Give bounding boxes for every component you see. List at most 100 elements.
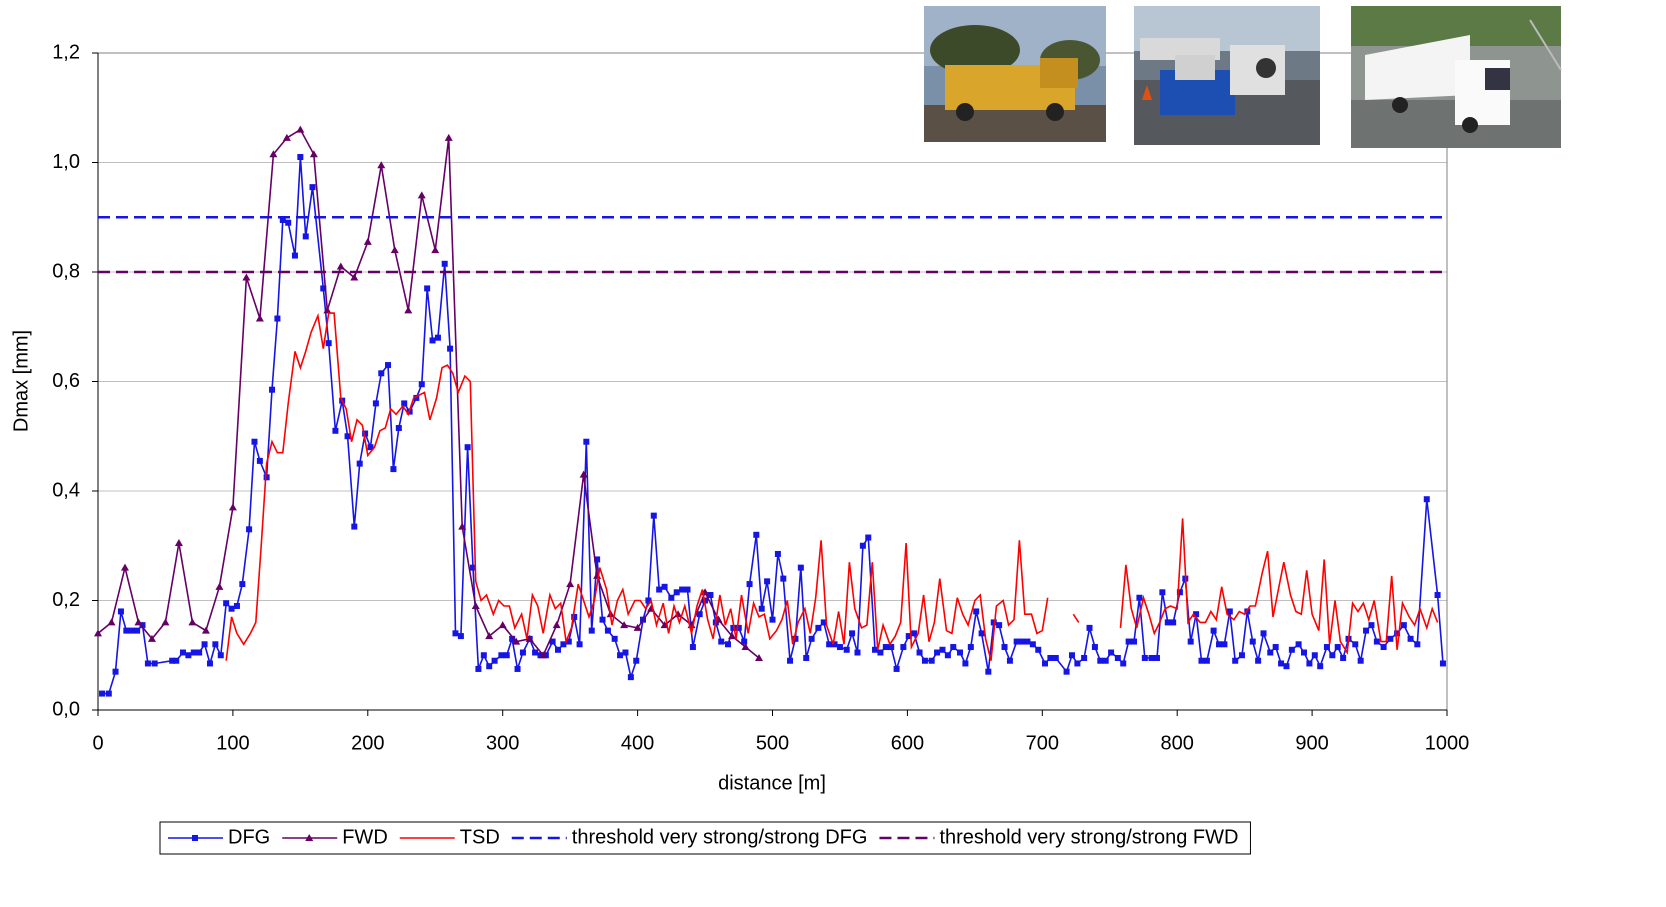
marker — [809, 636, 815, 642]
marker — [212, 641, 218, 647]
marker — [520, 650, 526, 656]
photo-trailer — [1134, 6, 1320, 145]
marker — [589, 628, 595, 634]
y-axis-title: Dmax [mm] — [10, 330, 32, 432]
marker — [991, 619, 997, 625]
marker — [283, 134, 291, 141]
marker — [442, 261, 448, 267]
legend-label: FWD — [342, 826, 388, 848]
marker — [1435, 592, 1441, 598]
marker — [679, 587, 685, 593]
marker — [555, 647, 561, 653]
marker — [929, 658, 935, 664]
marker — [1142, 655, 1148, 661]
marker — [628, 674, 634, 680]
marker — [877, 650, 883, 656]
marker — [1267, 650, 1273, 656]
marker — [129, 628, 135, 634]
marker — [481, 652, 487, 658]
marker — [292, 253, 298, 259]
marker — [674, 589, 680, 595]
x-tick-label: 600 — [891, 732, 924, 754]
marker — [396, 425, 402, 431]
marker — [798, 565, 804, 571]
marker — [351, 524, 357, 530]
marker — [175, 539, 183, 546]
marker — [968, 644, 974, 650]
marker — [1042, 660, 1048, 666]
marker — [1074, 660, 1080, 666]
marker — [1317, 663, 1323, 669]
marker — [332, 428, 338, 434]
marker — [285, 220, 291, 226]
x-tick-label: 300 — [486, 732, 519, 754]
marker — [1047, 655, 1053, 661]
x-tick-label: 0 — [92, 732, 103, 754]
marker — [894, 666, 900, 672]
marker — [430, 337, 436, 343]
x-tick-label: 700 — [1026, 732, 1059, 754]
marker — [690, 644, 696, 650]
marker — [401, 400, 407, 406]
marker — [1255, 658, 1261, 664]
series-line — [98, 130, 759, 658]
marker — [424, 285, 430, 291]
marker — [962, 660, 968, 666]
y-tick-label: 0,2 — [52, 589, 80, 611]
marker — [1239, 652, 1245, 658]
marker — [1250, 639, 1256, 645]
marker — [605, 628, 611, 634]
marker — [1002, 644, 1008, 650]
marker — [134, 628, 140, 634]
marker — [1368, 622, 1374, 628]
marker — [1335, 644, 1341, 650]
marker — [435, 335, 441, 341]
marker — [865, 535, 871, 541]
marker — [498, 652, 504, 658]
x-tick-label: 1000 — [1425, 732, 1470, 754]
marker — [218, 652, 224, 658]
marker — [593, 572, 601, 579]
photo-lorry — [1351, 6, 1561, 148]
marker — [900, 644, 906, 650]
marker — [180, 650, 186, 656]
marker — [1087, 625, 1093, 631]
marker — [1273, 644, 1279, 650]
marker — [945, 652, 951, 658]
marker — [662, 584, 668, 590]
marker — [764, 578, 770, 584]
marker — [532, 650, 538, 656]
marker — [1103, 658, 1109, 664]
marker — [612, 636, 618, 642]
marker — [633, 658, 639, 664]
marker — [725, 641, 731, 647]
marker — [107, 618, 115, 625]
x-tick-label: 900 — [1295, 732, 1328, 754]
marker — [1030, 641, 1036, 647]
marker — [106, 691, 112, 697]
marker — [337, 263, 345, 270]
marker — [1278, 660, 1284, 666]
marker — [202, 627, 210, 634]
marker — [1159, 589, 1165, 595]
marker — [780, 576, 786, 582]
marker — [753, 532, 759, 538]
legend-label: threshold very strong/strong DFG — [572, 826, 868, 848]
legend-label: TSD — [460, 826, 500, 848]
marker — [1108, 650, 1114, 656]
marker — [1097, 658, 1103, 664]
marker — [888, 644, 894, 650]
marker — [475, 666, 481, 672]
marker — [1324, 644, 1330, 650]
marker — [1283, 663, 1289, 669]
marker — [161, 618, 169, 625]
marker — [803, 655, 809, 661]
marker — [145, 660, 151, 666]
marker — [1204, 658, 1210, 664]
marker — [229, 503, 237, 510]
marker — [391, 246, 399, 253]
chart: Dmax [mm] distance [m] 0,00,20,40,60,81,… — [0, 0, 1666, 907]
marker — [860, 543, 866, 549]
marker — [191, 650, 197, 656]
